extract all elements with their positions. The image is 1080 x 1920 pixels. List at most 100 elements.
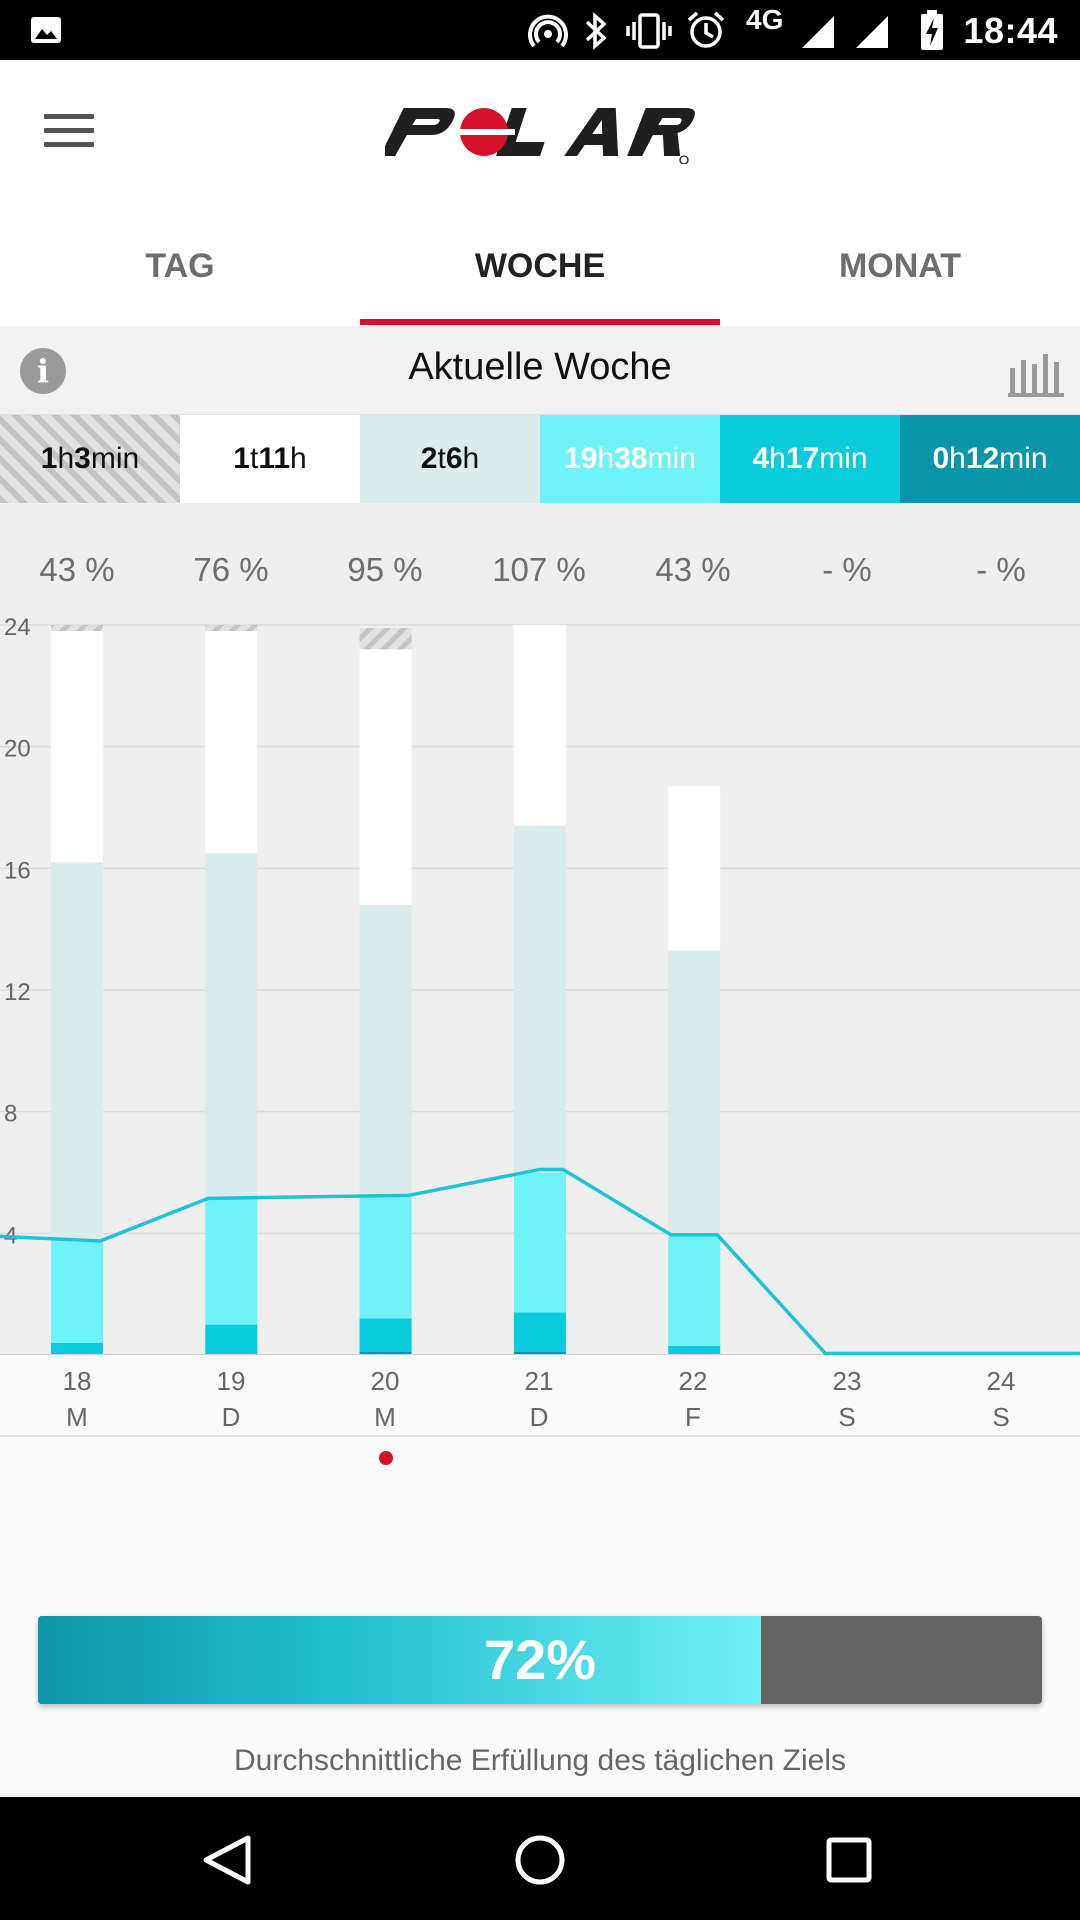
menu-icon[interactable]	[44, 114, 96, 154]
category-summary-text: 6	[445, 442, 463, 475]
alarm-icon	[687, 11, 725, 48]
progress-fill	[38, 1616, 761, 1704]
image-notification-icon	[31, 17, 61, 43]
y-tick-label: 12	[4, 979, 31, 1006]
battery-charging-icon	[921, 10, 943, 50]
back-icon[interactable]	[200, 1835, 254, 1885]
category-summary-5: 0h12min	[900, 415, 1080, 503]
day-date: 19	[216, 1366, 246, 1396]
network-type: 4G	[746, 4, 784, 35]
y-tick-label: 16	[4, 857, 31, 884]
bar-chart-icon[interactable]	[1008, 350, 1066, 398]
y-tick-label: 8	[4, 1101, 17, 1128]
tab-month[interactable]: MONAT	[838, 247, 962, 285]
bar-segment-sitting	[205, 853, 258, 1197]
day-label-20[interactable]: 20 M	[345, 1363, 425, 1435]
day-weekday: D	[529, 1402, 549, 1432]
category-summary-text: 11	[258, 442, 291, 475]
signal-icon	[802, 16, 834, 48]
day-label-18[interactable]: 18 M	[37, 1363, 117, 1435]
bar-segment-light	[513, 1172, 566, 1313]
bar-segment-rest	[513, 625, 566, 826]
day-date: 22	[678, 1366, 708, 1396]
day-label-24[interactable]: 24 S	[961, 1363, 1041, 1435]
day-label-19[interactable]: 19 D	[191, 1363, 271, 1435]
category-summary-text: 3	[74, 442, 91, 475]
bar-segment-dark	[359, 1351, 412, 1355]
day-weekday: M	[66, 1402, 88, 1432]
app-bar	[0, 60, 1080, 198]
day-label-22[interactable]: 22 F	[653, 1363, 733, 1435]
bar-segment-mid	[51, 1342, 103, 1355]
category-summary-1: 1t11h	[180, 415, 360, 503]
header-title: Aktuelle Woche	[408, 346, 672, 388]
day-percentage: - %	[976, 551, 1026, 588]
category-summary-text: h	[949, 442, 966, 475]
bar-segment-mid	[205, 1324, 258, 1355]
bar-segment-rest	[668, 786, 721, 951]
category-summary-text: min	[647, 442, 696, 475]
bar-segment-dark	[513, 1351, 566, 1355]
category-summary-2: 2t6h	[360, 415, 540, 503]
y-tick-label: 24	[4, 614, 31, 641]
bar-segment-light	[359, 1196, 412, 1319]
bar-segment-sitting	[668, 950, 721, 1237]
vibrate-icon	[626, 13, 672, 49]
period-header: Aktuelle Woche i	[0, 326, 1080, 415]
category-summary-4: 4h17min	[720, 415, 900, 503]
category-summary-text: h	[597, 442, 615, 475]
category-summary-3: 19h38min	[540, 415, 720, 503]
tab-day[interactable]: TAG	[145, 247, 215, 285]
category-summary-text: min	[90, 442, 140, 475]
bar-segment-light	[668, 1236, 721, 1346]
tab-week[interactable]: WOCHE	[474, 247, 606, 285]
signal-icon-2	[856, 16, 888, 48]
category-summary-text: h	[462, 442, 480, 475]
category-summary-text: 0	[932, 442, 950, 475]
activity-line	[0, 1167, 1080, 1356]
status-bar: 4G 18:44	[0, 0, 1080, 60]
weekly-activity-chart: 43 % 76 % 95 % 107 % 43 % - % - % 4 8 12 16…	[0, 503, 1080, 1437]
day-date: 18	[62, 1366, 92, 1396]
bar-segment-rest	[205, 631, 258, 854]
category-summary-text: h	[769, 442, 786, 475]
day-weekday: M	[374, 1402, 396, 1432]
bar-segment-sitting	[513, 825, 566, 1173]
bar-segment-rest	[51, 631, 103, 863]
category-summary-text: min	[999, 442, 1048, 475]
bar-segment-mid	[359, 1318, 412, 1352]
bar-segment-sitting	[51, 862, 103, 1240]
bar-segment-rest	[359, 649, 412, 905]
category-summary-text: 38	[614, 442, 648, 475]
category-summary-text: h	[57, 442, 75, 475]
polar-logo	[385, 108, 695, 164]
day-percentage: 43 %	[39, 551, 115, 588]
day-date: 23	[832, 1366, 862, 1396]
status-time: 18:44	[963, 10, 1058, 51]
hotspot-icon	[528, 14, 568, 48]
day-axis: 18 M 19 D 20 M 21 D 22 F 23 S 24 S	[0, 1355, 1080, 1437]
category-summary-0: 1h3min	[0, 415, 180, 503]
category-summary-text: 2	[420, 442, 438, 475]
info-icon[interactable]: i	[20, 348, 66, 394]
category-summary-text: 12	[965, 442, 1000, 475]
recents-icon[interactable]	[826, 1837, 872, 1883]
day-label-21[interactable]: 21 D	[499, 1363, 579, 1435]
bar-segment-light	[205, 1196, 258, 1325]
selected-day-indicator	[378, 1451, 393, 1465]
day-date: 24	[986, 1366, 1016, 1396]
period-tabs: TAG WOCHE MONAT	[0, 198, 1080, 326]
progress-caption: Durchschnittliche Erfüllung des tägliche…	[234, 1744, 846, 1777]
bar-segment-mid	[513, 1312, 566, 1352]
daily-goal-progress-bar: 72%	[38, 1616, 1042, 1704]
day-weekday: S	[992, 1402, 1010, 1432]
day-percentage: 107 %	[492, 551, 586, 588]
category-summary-text: 4	[752, 442, 770, 475]
home-icon[interactable]	[513, 1833, 567, 1887]
bar-segment-unknown	[205, 625, 258, 632]
category-summary-text: 1	[233, 442, 250, 475]
day-label-23[interactable]: 23 S	[807, 1363, 887, 1435]
day-percentage: 95 %	[347, 551, 423, 588]
day-weekday: S	[838, 1402, 856, 1432]
